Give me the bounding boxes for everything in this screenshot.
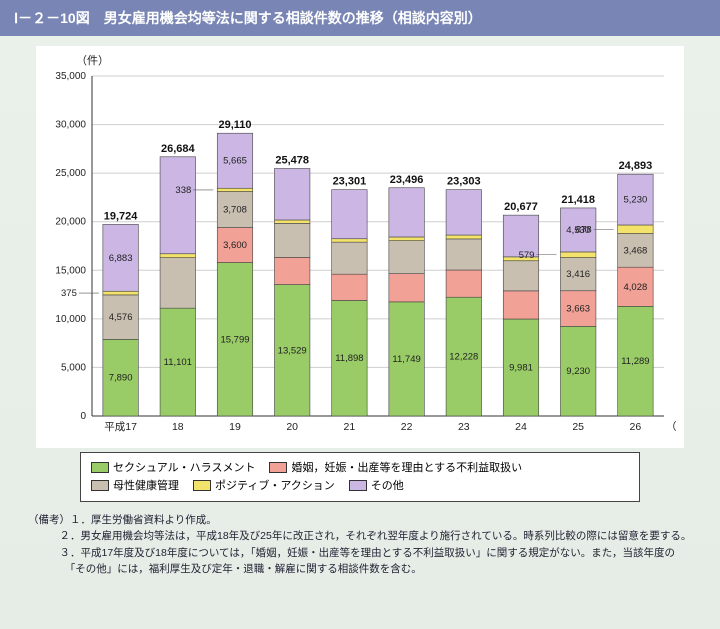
svg-text:23,496: 23,496 xyxy=(390,174,424,186)
svg-text:平成17: 平成17 xyxy=(104,421,137,433)
svg-text:3,416: 3,416 xyxy=(566,269,590,280)
chart-area: （件） 0 5,000 10,000 15,000 20,000 25,000 30,000… xyxy=(36,46,684,448)
svg-text:24: 24 xyxy=(515,421,527,433)
svg-text:375: 375 xyxy=(61,288,77,299)
stacked-bar-chart: 0 5,000 10,000 15,000 20,000 25,000 30,000 35,0… xyxy=(44,54,676,444)
y-unit-label: （件） xyxy=(76,52,109,68)
svg-text:24,893: 24,893 xyxy=(619,160,653,172)
svg-text:11,289: 11,289 xyxy=(621,356,649,367)
legend-label: 母性健康管理 xyxy=(113,477,179,493)
legend-item: 婚姻，妊娠・出産等を理由とする不利益取扱い xyxy=(269,459,522,475)
legend-item: ポジティブ・アクション xyxy=(193,477,335,493)
svg-text:23,301: 23,301 xyxy=(333,176,367,188)
svg-text:21,418: 21,418 xyxy=(561,194,595,206)
svg-text:4,576: 4,576 xyxy=(109,312,133,323)
svg-text:（年度）: （年度） xyxy=(666,420,676,433)
legend-swatch xyxy=(193,480,211,491)
svg-text:579: 579 xyxy=(519,250,535,261)
footnote-line: （備考）１．厚生労働省資料より作成。 xyxy=(28,512,692,528)
svg-text:30,000: 30,000 xyxy=(55,120,86,131)
svg-text:9,230: 9,230 xyxy=(566,366,590,377)
svg-text:878: 878 xyxy=(576,224,592,235)
legend-label: ポジティブ・アクション xyxy=(215,477,335,493)
svg-text:0: 0 xyxy=(80,411,86,422)
svg-text:19: 19 xyxy=(229,421,241,433)
svg-text:3,663: 3,663 xyxy=(566,304,590,315)
legend-swatch xyxy=(91,480,109,491)
svg-text:20: 20 xyxy=(286,421,298,433)
svg-text:26,684: 26,684 xyxy=(161,143,196,155)
svg-text:11,898: 11,898 xyxy=(335,353,363,364)
svg-text:9,981: 9,981 xyxy=(509,363,533,374)
svg-text:12,228: 12,228 xyxy=(449,352,478,363)
legend-label: その他 xyxy=(371,477,404,493)
svg-text:22: 22 xyxy=(401,421,413,433)
svg-text:20,677: 20,677 xyxy=(504,201,538,213)
svg-text:15,000: 15,000 xyxy=(55,265,86,276)
footnote-line: ３．平成17年度及び18年度については，「婚姻，妊娠・出産等を理由とする不利益取… xyxy=(28,545,692,578)
svg-text:20,000: 20,000 xyxy=(55,217,86,228)
svg-text:5,230: 5,230 xyxy=(624,195,648,206)
svg-text:11,101: 11,101 xyxy=(164,357,192,368)
legend-label: セクシュアル・ハラスメント xyxy=(113,459,255,475)
svg-text:5,665: 5,665 xyxy=(223,156,247,167)
footnotes: （備考）１．厚生労働省資料より作成。 ２．男女雇用機会均等法は，平成18年及び2… xyxy=(28,512,692,577)
svg-text:10,000: 10,000 xyxy=(55,314,86,325)
figure-title: Ⅰ－２－10図 男女雇用機会均等法に関する相談件数の推移（相談内容別） xyxy=(0,0,720,36)
svg-text:5,000: 5,000 xyxy=(61,362,86,373)
svg-text:18: 18 xyxy=(172,421,184,433)
legend-item: 母性健康管理 xyxy=(91,477,179,493)
legend-swatch xyxy=(269,462,287,473)
svg-text:25,000: 25,000 xyxy=(55,168,86,179)
svg-text:15,799: 15,799 xyxy=(220,334,249,345)
svg-text:13,529: 13,529 xyxy=(278,345,307,356)
legend-item: その他 xyxy=(349,477,404,493)
svg-text:29,110: 29,110 xyxy=(218,119,251,131)
svg-text:7,890: 7,890 xyxy=(109,373,133,384)
svg-text:338: 338 xyxy=(175,185,191,196)
svg-text:21: 21 xyxy=(344,421,356,433)
legend-label: 婚姻，妊娠・出産等を理由とする不利益取扱い xyxy=(291,459,522,475)
legend-item: セクシュアル・ハラスメント xyxy=(91,459,255,475)
footnote-line: ２．男女雇用機会均等法は，平成18年及び25年に改正され，それぞれ翌年度より施行… xyxy=(28,528,692,544)
svg-text:23: 23 xyxy=(458,421,470,433)
svg-text:26: 26 xyxy=(630,421,642,433)
svg-text:11,749: 11,749 xyxy=(392,354,420,365)
legend-swatch xyxy=(349,480,367,491)
svg-text:25: 25 xyxy=(572,421,584,433)
legend: セクシュアル・ハラスメント 婚姻，妊娠・出産等を理由とする不利益取扱い母性健康管理… xyxy=(80,452,640,502)
figure-panel: Ⅰ－２－10図 男女雇用機会均等法に関する相談件数の推移（相談内容別） （件） … xyxy=(0,0,720,629)
svg-text:3,468: 3,468 xyxy=(624,245,648,256)
svg-text:25,478: 25,478 xyxy=(275,154,309,166)
svg-text:3,600: 3,600 xyxy=(223,240,247,251)
svg-text:3,708: 3,708 xyxy=(223,205,247,216)
svg-text:4,028: 4,028 xyxy=(624,282,648,293)
svg-text:6,883: 6,883 xyxy=(109,253,133,264)
svg-text:35,000: 35,000 xyxy=(55,71,86,82)
svg-text:19,724: 19,724 xyxy=(104,210,139,222)
legend-swatch xyxy=(91,462,109,473)
svg-text:23,303: 23,303 xyxy=(447,176,481,188)
